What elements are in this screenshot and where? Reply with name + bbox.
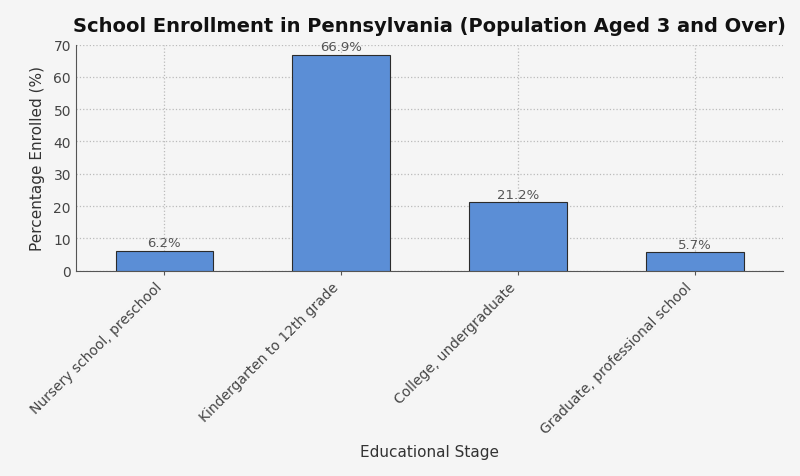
Bar — [293, 55, 390, 271]
Y-axis label: Percentage Enrolled (%): Percentage Enrolled (%) — [30, 66, 45, 250]
X-axis label: Educational Stage: Educational Stage — [360, 445, 499, 459]
Text: 6.2%: 6.2% — [147, 237, 181, 249]
Text: 5.7%: 5.7% — [678, 238, 712, 251]
Bar — [470, 203, 566, 271]
Title: School Enrollment in Pennsylvania (Population Aged 3 and Over): School Enrollment in Pennsylvania (Popul… — [73, 17, 786, 36]
Bar — [646, 253, 743, 271]
Bar — [116, 251, 213, 271]
Text: 66.9%: 66.9% — [320, 41, 362, 54]
Text: 21.2%: 21.2% — [497, 188, 539, 201]
